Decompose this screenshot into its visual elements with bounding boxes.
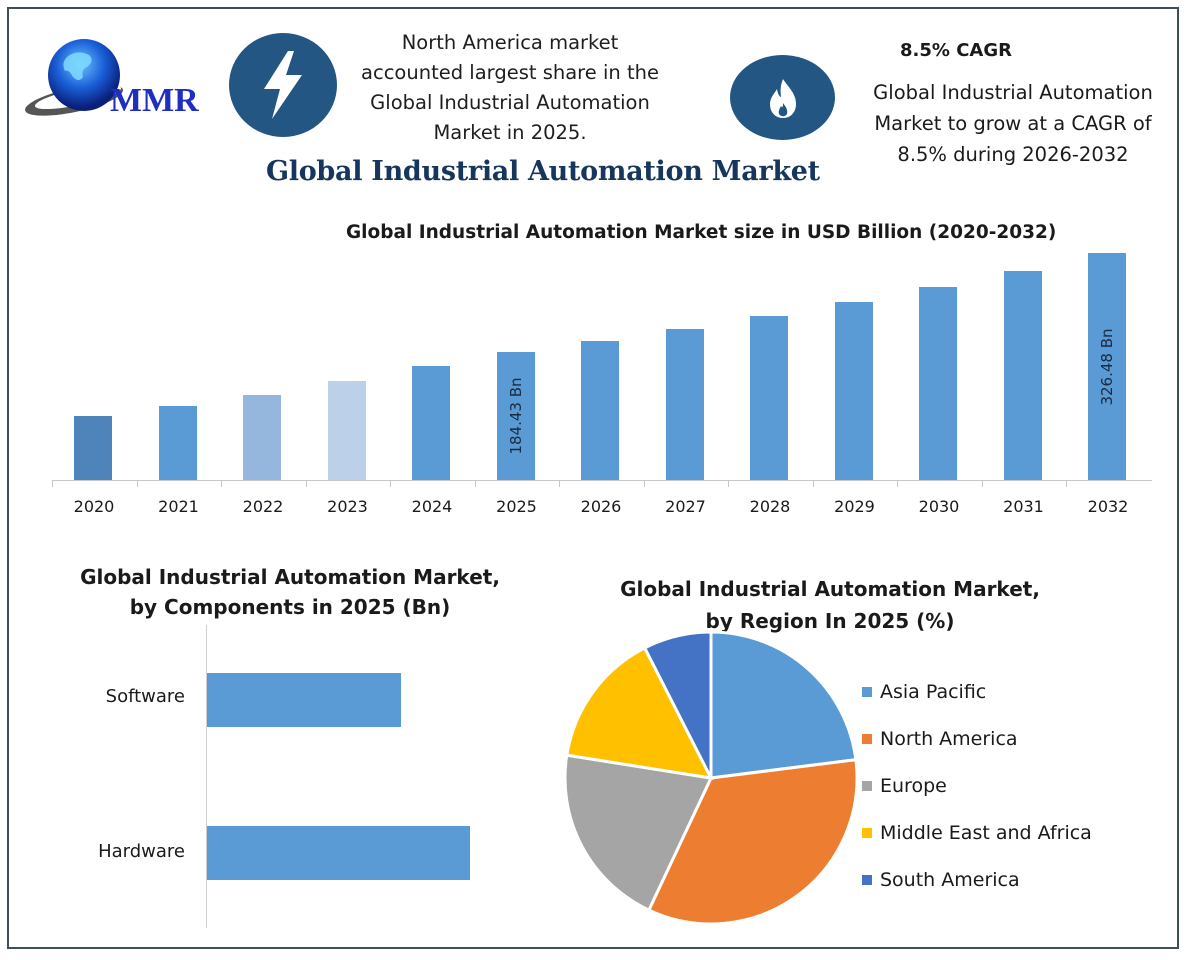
hardware-label: Hardware [98,841,185,862]
bar-2029 [834,302,873,480]
x-tick [136,480,138,487]
data-label: 184.43 Bn [506,377,525,455]
x-label: 2030 [918,497,960,516]
bar-2031 [1003,270,1042,480]
legend-item: North America [862,715,1092,762]
legend-label: South America [880,868,1020,891]
bar-2020 [74,416,112,480]
note-line: Global Industrial Automation [873,81,1153,104]
x-tick [981,480,983,487]
legend-swatch [862,733,872,744]
x-label: 2028 [749,497,791,516]
x-label: 2029 [834,497,875,516]
x-tick [643,480,645,487]
legend-swatch [862,686,872,697]
north-america-note: North America market accounted largest s… [360,28,660,148]
x-label: 2026 [580,497,622,516]
bar-2027 [665,329,704,480]
logo-text: MMR [110,82,199,119]
legend-item: Middle East and Africa [862,809,1092,856]
pie-slice-europe [563,753,714,913]
x-label: 2021 [158,497,199,516]
components-axis [206,625,207,928]
hardware-bar [207,826,470,880]
market-size-bar-chart: 184.43 Bn 326.48 Bn [52,240,1152,487]
legend-item: Asia Pacific [862,668,1092,715]
cagr-heading: 8.5% CAGR [900,40,1012,61]
x-label: 2031 [1003,497,1044,516]
x-label: 2024 [411,497,453,516]
flame-icon [730,55,835,140]
legend-label: North America [880,727,1018,750]
data-label: 326.48 Bn [1098,327,1116,406]
x-tick [221,480,222,487]
x-label: 2032 [1087,497,1129,516]
legend-swatch [862,827,872,838]
x-tick [390,480,391,487]
bar-2032: 326.48 Bn [1088,253,1126,480]
x-label: 2020 [73,497,115,516]
pie-slice-asia-pacific [709,630,858,780]
page-title: Global Industrial Automation Market [266,156,820,187]
x-tick [305,480,307,487]
mmr-logo: MMR [22,35,222,125]
pie-slice-south-america [642,630,713,779]
legend-label: Middle East and Africa [880,821,1092,844]
note-line: North America market [401,31,619,54]
title-line: by Components in 2025 (Bn) [129,595,451,619]
pie-slice-middle-east-and-africa [565,645,714,780]
x-label: 2027 [665,497,706,516]
x-tick [1066,480,1067,487]
x-tick [897,480,898,487]
bar-2022 [243,395,281,480]
x-label: 2023 [327,497,368,516]
note-line: accounted largest share in the [361,61,659,84]
bar-2028 [750,316,788,480]
x-tick [728,480,729,487]
legend-swatch [862,874,872,885]
legend-item: Europe [862,762,1092,809]
x-tick [812,480,814,487]
globe-icon: MMR [25,39,199,119]
note-line: Market in 2025. [433,121,587,144]
lightning-bolt-icon [229,33,337,137]
software-bar [207,673,401,727]
software-label: Software [105,686,185,707]
note-line: Global Industrial Automation [370,91,650,114]
title-line: Global Industrial Automation Market, [80,565,500,589]
title-line: by Region In 2025 (%) [705,609,955,633]
x-label: 2025 [496,497,537,516]
legend-label: Europe [880,774,947,797]
note-line: 8.5% during 2026-2032 [897,143,1129,166]
bar-2030 [919,287,957,480]
x-tick [559,480,560,487]
legend-item: South America [862,856,1092,903]
bar-2024 [412,365,450,480]
bar-2025: 184.43 Bn [496,351,535,480]
bar-chart-title: Global Industrial Automation Market size… [346,222,1057,243]
x-label: 2022 [242,497,284,516]
note-line: Market to grow at a CAGR of [874,112,1152,135]
region-chart-title: Global Industrial Automation Market, by … [590,573,1070,637]
bar-2023 [327,381,366,480]
legend-swatch [862,780,872,791]
cagr-note: Global Industrial Automation Market to g… [852,77,1174,170]
region-pie-chart [563,630,859,926]
bar-2026 [581,340,619,480]
title-line: Global Industrial Automation Market, [620,577,1040,601]
legend-label: Asia Pacific [880,680,987,703]
components-chart-title: Global Industrial Automation Market, by … [60,562,520,622]
bar-2021 [158,406,197,480]
region-legend: Asia Pacific North America Europe Middle Ea… [862,668,1092,903]
x-tick [474,480,476,487]
x-tick [52,480,53,487]
